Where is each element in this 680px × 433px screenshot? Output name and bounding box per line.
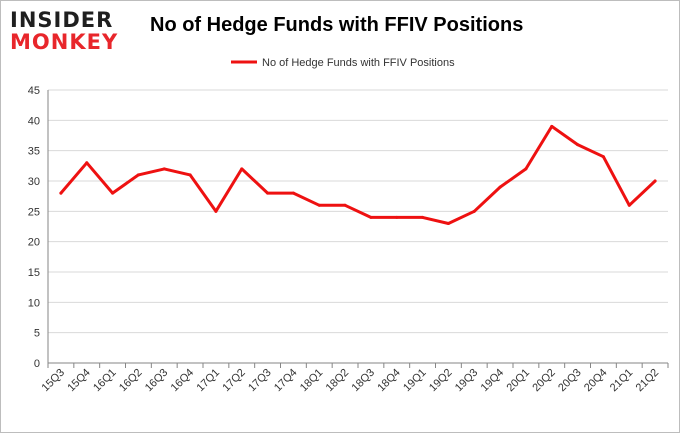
- x-tick-label: 17Q1: [195, 367, 223, 395]
- logo-line-monkey: MONKEY: [10, 30, 119, 54]
- data-point: [343, 203, 347, 207]
- y-tick-label: 40: [28, 115, 40, 127]
- data-point: [188, 173, 192, 177]
- y-axis-ticks: 0 5 10 15 20 25 30 35 40 45: [28, 85, 40, 370]
- x-tick-label: 15Q3: [40, 367, 68, 395]
- data-point: [576, 143, 580, 147]
- data-point: [85, 161, 89, 165]
- data-point: [162, 167, 166, 171]
- y-tick-label: 10: [28, 297, 40, 309]
- x-tick-label: 16Q1: [91, 367, 119, 395]
- x-tick-label: 19Q4: [479, 367, 507, 395]
- x-tick-label: 18Q3: [350, 367, 378, 395]
- x-tick-label: 20Q4: [582, 367, 610, 395]
- data-point: [240, 167, 244, 171]
- data-point: [498, 185, 502, 189]
- x-tick-label: 16Q2: [117, 367, 145, 395]
- x-tick-label: 18Q1: [298, 367, 326, 395]
- data-point: [291, 191, 295, 195]
- x-tick-label: 19Q2: [427, 367, 455, 395]
- y-tick-label: 35: [28, 146, 40, 158]
- legend: No of Hedge Funds with FFIV Positions: [231, 57, 455, 69]
- x-tick-label: 21Q2: [634, 367, 662, 395]
- x-tick-label: 16Q4: [169, 367, 197, 395]
- x-tick-label: 18Q4: [375, 367, 403, 395]
- data-point: [111, 191, 115, 195]
- x-tick-label: 15Q4: [65, 367, 93, 395]
- y-tick-label: 45: [28, 85, 40, 97]
- axes: [47, 90, 669, 368]
- data-point: [266, 191, 270, 195]
- data-point: [317, 203, 321, 207]
- data-point: [421, 215, 425, 219]
- x-tick-label: 19Q1: [401, 367, 429, 395]
- data-point: [59, 191, 63, 195]
- x-tick-label: 19Q3: [453, 367, 481, 395]
- logo-line-insider: INSIDER: [10, 8, 114, 32]
- data-point: [369, 215, 373, 219]
- y-tick-label: 30: [28, 176, 40, 188]
- y-tick-label: 0: [34, 358, 40, 370]
- x-tick-label: 20Q1: [505, 367, 533, 395]
- x-tick-label: 17Q4: [272, 367, 300, 395]
- series-group: [59, 124, 657, 225]
- x-tick-label: 17Q3: [246, 367, 274, 395]
- data-point: [446, 221, 450, 225]
- data-point: [550, 124, 554, 128]
- insider-monkey-logo: INSIDER MONKEY: [10, 10, 128, 53]
- x-tick-label: 16Q3: [143, 367, 171, 395]
- data-point: [653, 179, 657, 183]
- legend-label: No of Hedge Funds with FFIV Positions: [262, 57, 455, 69]
- y-tick-label: 20: [28, 237, 40, 249]
- data-point: [136, 173, 140, 177]
- series-line: [59, 124, 657, 225]
- y-tick-label: 15: [28, 267, 40, 279]
- data-point: [601, 155, 605, 159]
- data-point: [472, 209, 476, 213]
- data-point: [627, 203, 631, 207]
- data-point: [524, 167, 528, 171]
- x-tick-label: 18Q2: [324, 367, 352, 395]
- y-tick-label: 25: [28, 206, 40, 218]
- x-tick-label: 20Q2: [530, 367, 558, 395]
- chart-title: No of Hedge Funds with FFIV Positions: [150, 14, 524, 36]
- x-tick-label: 21Q1: [608, 367, 636, 395]
- x-tick-label: 20Q3: [556, 367, 584, 395]
- data-point: [214, 209, 218, 213]
- y-tick-label: 5: [34, 328, 40, 340]
- data-point: [395, 215, 399, 219]
- x-axis-ticks: 15Q315Q416Q116Q216Q316Q417Q117Q217Q317Q4…: [40, 367, 662, 395]
- x-tick-label: 17Q2: [220, 367, 248, 395]
- gridlines: [48, 89, 668, 334]
